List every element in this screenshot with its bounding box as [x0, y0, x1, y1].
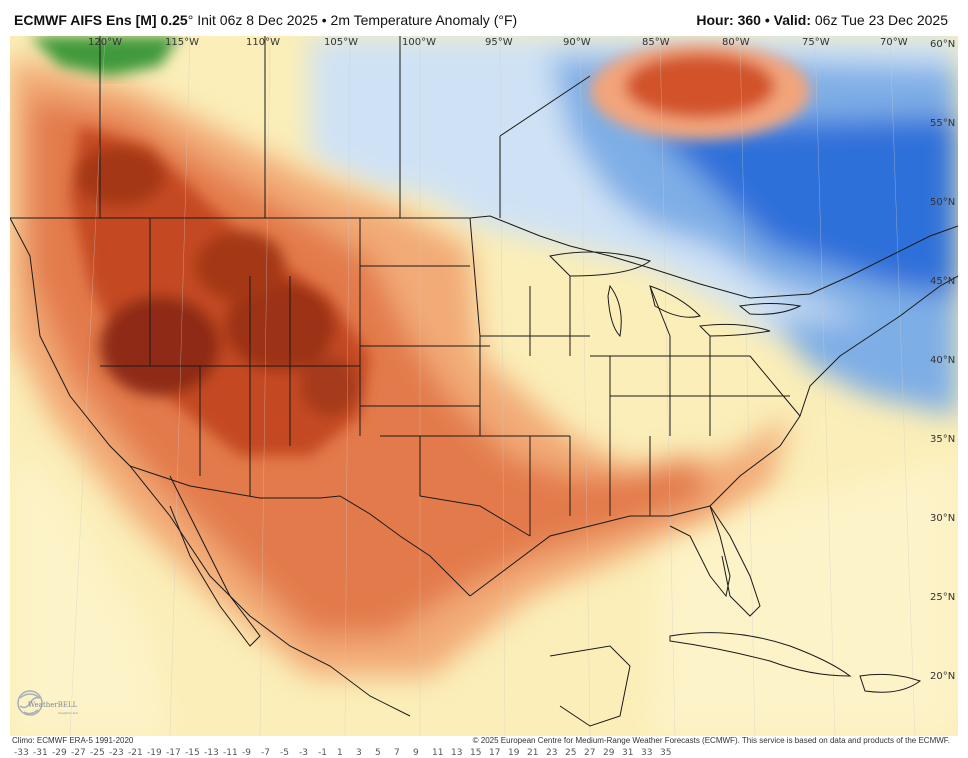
lon-label: 95°W	[485, 37, 513, 48]
scale-label: 27	[584, 748, 596, 758]
scale-label: -23	[109, 748, 124, 758]
valid-label: Valid:	[773, 12, 811, 28]
scale-label: 31	[622, 748, 634, 758]
anomaly-field	[10, 36, 958, 736]
color-scale-labels: -33 -31 -29 -27 -25 -23 -21 -19 -17 -15 -13 -11 -9 -7…	[0, 748, 968, 758]
lon-label: 105°W	[324, 37, 358, 48]
logo-subtext: Analytics LLC	[58, 711, 78, 715]
lat-label: 45°N	[930, 276, 955, 287]
scale-label: 19	[508, 748, 520, 758]
copyright-note: © 2025 European Centre for Medium-Range …	[472, 736, 950, 745]
scale-label: -27	[71, 748, 86, 758]
lon-label: 120°W	[88, 37, 122, 48]
title-separator: •	[321, 12, 327, 28]
longitude-labels: 120°W 115°W 110°W 105°W 100°W 95°W 90°W …	[88, 37, 908, 48]
valid-separator: •	[764, 12, 770, 28]
lat-label: 55°N	[930, 118, 955, 129]
weatherbell-logo: WeatherBELL Analytics LLC	[17, 690, 78, 716]
scale-label: 23	[546, 748, 558, 758]
lat-label: 35°N	[930, 434, 955, 445]
swirl-icon	[17, 690, 43, 716]
lon-label: 70°W	[880, 37, 908, 48]
scale-label: 17	[489, 748, 501, 758]
scale-label: 21	[527, 748, 539, 758]
map-title: ECMWF AIFS Ens [M] 0.25° Init 06z 8 Dec …	[14, 12, 517, 28]
resolution-unit: °	[187, 12, 194, 28]
scale-label: -33	[14, 748, 29, 758]
scale-label: 11	[432, 748, 444, 758]
scale-label: -25	[90, 748, 105, 758]
scale-label: -9	[242, 748, 251, 758]
climo-note: Climo: ECMWF ERA-5 1991-2020	[12, 736, 134, 745]
scale-label: 1	[337, 748, 343, 758]
temperature-anomaly-map: 120°W 115°W 110°W 105°W 100°W 95°W 90°W …	[10, 36, 958, 736]
lon-label: 75°W	[802, 37, 830, 48]
political-boundaries	[10, 36, 958, 727]
graticule	[69, 36, 916, 736]
lon-label: 115°W	[165, 37, 199, 48]
scale-label: 9	[413, 748, 419, 758]
model-name: ECMWF AIFS Ens [M]	[14, 12, 157, 28]
scale-label: 7	[394, 748, 400, 758]
lon-label: 110°W	[246, 37, 280, 48]
logo-text: WeatherBELL	[28, 701, 78, 709]
lon-label: 100°W	[402, 37, 436, 48]
field-name: 2m Temperature Anomaly (°F)	[330, 12, 518, 28]
lon-label: 85°W	[642, 37, 670, 48]
lon-label: 80°W	[722, 37, 750, 48]
lat-label: 20°N	[930, 671, 955, 682]
scale-label: -17	[166, 748, 181, 758]
scale-label: 15	[470, 748, 482, 758]
lat-label: 40°N	[930, 355, 955, 366]
lon-label: 90°W	[563, 37, 591, 48]
scale-label: 33	[641, 748, 653, 758]
model-resolution: 0.25	[160, 12, 188, 28]
scale-label: 3	[356, 748, 362, 758]
hour-value: 360	[737, 12, 761, 28]
scale-label: -19	[147, 748, 162, 758]
lat-label: 25°N	[930, 592, 955, 603]
valid-time: Hour: 360 • Valid: 06z Tue 23 Dec 2025	[696, 12, 948, 28]
scale-label: -21	[128, 748, 143, 758]
scale-label: -15	[185, 748, 200, 758]
scale-label: -29	[52, 748, 67, 758]
map-header: ECMWF AIFS Ens [M] 0.25° Init 06z 8 Dec …	[0, 0, 968, 34]
scale-label: -3	[299, 748, 308, 758]
hour-label: Hour:	[696, 12, 734, 28]
init-time: Init 06z 8 Dec 2025	[197, 12, 318, 28]
latitude-labels: 60°N 55°N 50°N 45°N 40°N 35°N 30°N 25°N …	[930, 39, 955, 682]
scale-label: 25	[565, 748, 577, 758]
lat-label: 50°N	[930, 197, 955, 208]
lat-label: 60°N	[930, 39, 955, 50]
scale-label: -1	[318, 748, 327, 758]
lat-label: 30°N	[930, 513, 955, 524]
scale-label: 5	[375, 748, 381, 758]
scale-label: -11	[223, 748, 238, 758]
scale-label: -7	[261, 748, 270, 758]
scale-label: -13	[204, 748, 219, 758]
scale-label: -5	[280, 748, 289, 758]
scale-label: -31	[33, 748, 48, 758]
valid-value: 06z Tue 23 Dec 2025	[814, 12, 948, 28]
scale-label: 29	[603, 748, 615, 758]
scale-label: 35	[660, 748, 672, 758]
scale-label: 13	[451, 748, 463, 758]
